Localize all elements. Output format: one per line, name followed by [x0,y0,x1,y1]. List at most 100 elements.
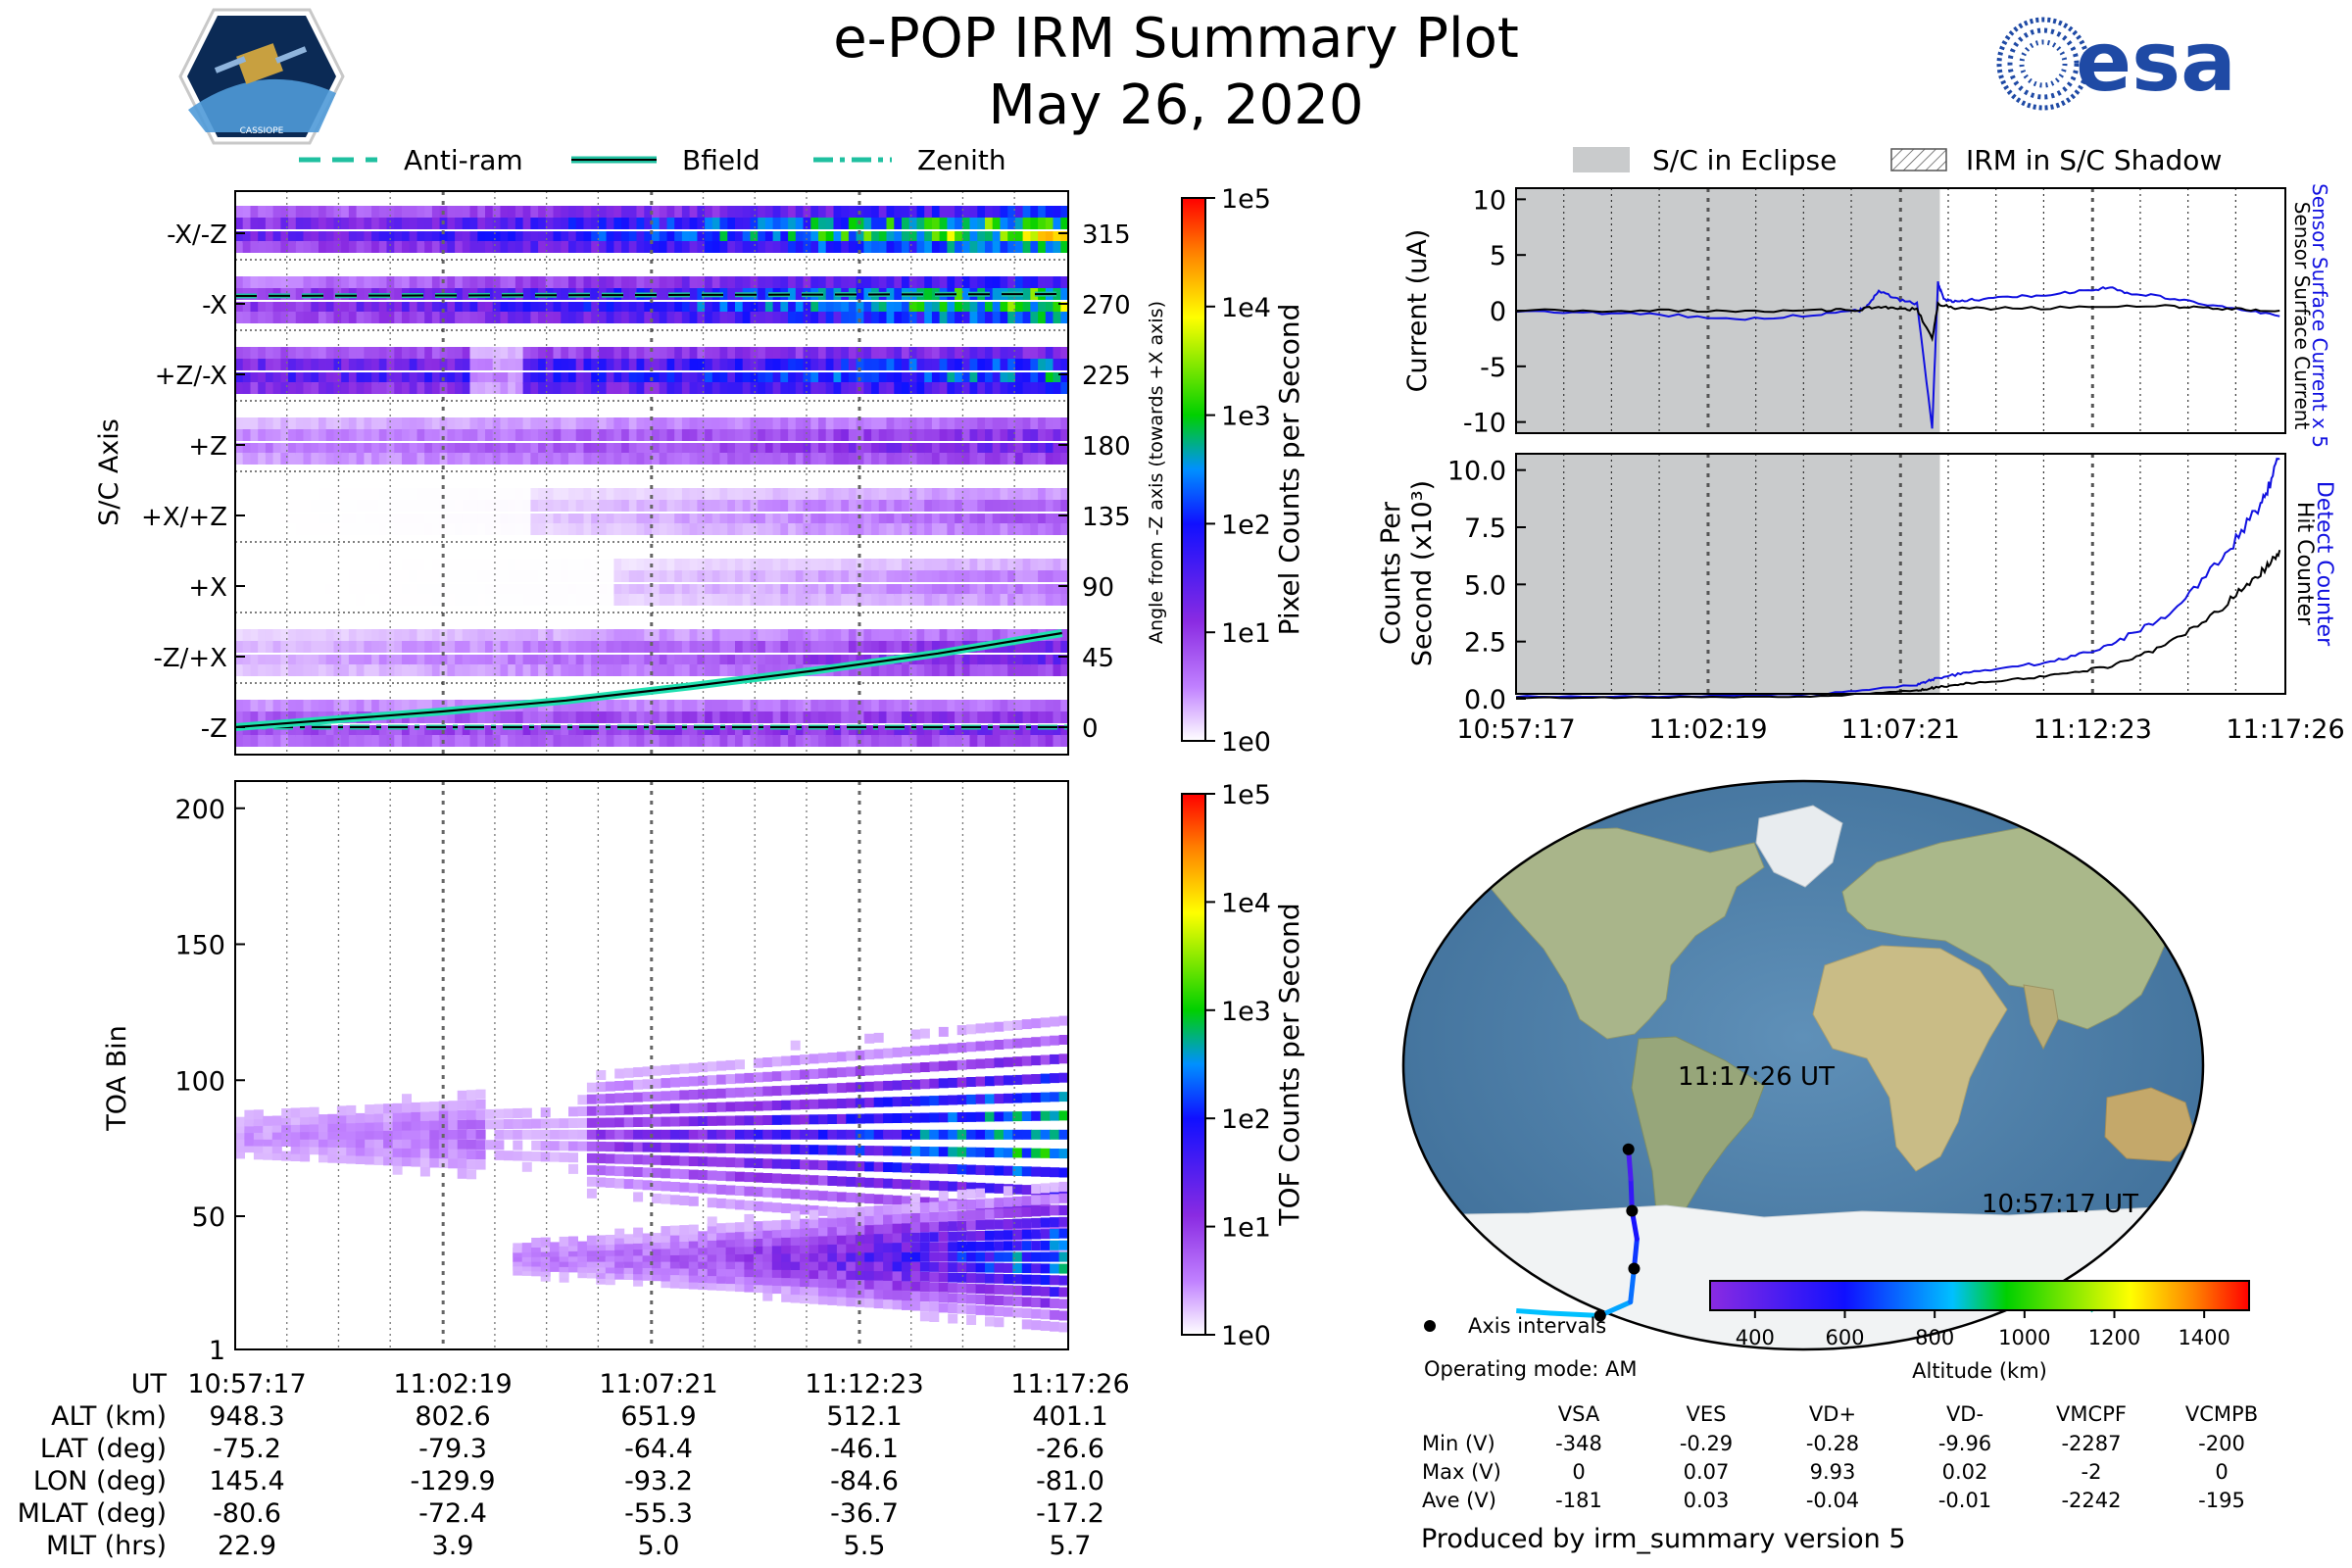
sc-axis-cell [939,711,948,723]
sc-axis-cell [341,302,350,314]
sc-axis-cell [795,700,805,711]
toa-cell [762,1275,773,1286]
sc-axis-cell [871,382,880,394]
sc-axis-cell [568,711,577,723]
toa-cell [1012,1274,1023,1285]
sc-axis-cell [636,725,645,737]
toa-cell [466,1090,477,1101]
sc-axis-cell [356,735,365,747]
toa-cell [781,1085,792,1096]
sc-axis-cell [758,453,766,465]
toa-cell [966,1273,977,1284]
sc-axis-cell [265,514,274,525]
sc-axis-cell [561,514,569,525]
sc-axis-cell [902,500,910,512]
sc-axis-cell [295,655,305,666]
sc-axis-cell [985,735,994,747]
sc-axis-cell [878,382,888,394]
toa-cell [975,1023,986,1034]
sc-axis-cell [469,725,478,737]
sc-axis-cell [250,206,259,218]
sc-axis-cell [514,218,524,229]
toa-cell [402,1138,412,1149]
toa-cell [753,1086,763,1097]
toa-cell [753,1283,763,1294]
sc-axis-cell [795,500,805,512]
sc-axis-cell [863,372,872,384]
sc-axis-cell [462,500,471,512]
sc-axis-cell [561,664,569,676]
sc-axis-cell [325,488,334,500]
sc-axis-cell [492,241,501,253]
sc-axis-cell [1022,276,1031,288]
toa-cell [253,1116,264,1127]
sc-axis-cell [522,218,531,229]
sc-axis-cell [863,241,872,253]
sc-axis-cell [431,559,441,570]
sc-axis-cell [1014,594,1024,606]
sc-axis-cell [378,514,388,525]
sc-axis-cell [841,276,850,288]
sc-axis-cell [848,241,858,253]
sc-axis-cell [288,523,297,535]
sc-axis-cell [280,359,289,370]
toa-cell [938,1163,949,1174]
toa-cell [873,1261,884,1272]
sc-axis-cell [242,700,251,711]
sc-axis-cell [750,664,759,676]
sc-axis-cell [356,523,365,535]
toa-cell [605,1165,615,1176]
toa-cell [679,1265,690,1276]
sc-axis-cell [955,241,963,253]
sc-axis-cell [394,641,403,653]
sc-axis-cell [750,206,759,218]
sc-axis-cell [583,735,592,747]
sc-axis-cell [795,288,805,300]
sc-axis-cell [788,206,797,218]
toa-cell [864,1270,875,1281]
toa-cell [1003,1056,1013,1067]
toa-cell [929,1261,940,1272]
sc-axis-cell [575,664,584,676]
sc-axis-cell [841,570,850,582]
sc-axis-cell [485,725,494,737]
sc-axis-cell [598,594,608,606]
toa-cell [577,1251,588,1262]
toa-cell [902,1047,911,1057]
sc-axis-cell [955,443,963,455]
sc-axis-cell [871,514,880,525]
sc-axis-cell [235,359,244,370]
sc-axis-cell [409,514,417,525]
sc-axis-cell [348,523,358,535]
toa-cell [873,1064,884,1075]
sc-axis-cell [371,735,380,747]
toa-cell [1003,1129,1013,1140]
toa-cell [336,1105,347,1116]
sc-axis-cell [280,629,289,641]
sc-axis-cell [856,302,864,314]
sc-axis-cell [758,584,766,596]
sc-axis-cell [780,641,789,653]
toa-cell [707,1245,717,1255]
sc-axis-cell [735,443,744,455]
sc-axis-cell [961,218,971,229]
sc-axis-cell [371,218,380,229]
toa-cell [244,1123,255,1134]
toa-cell [466,1169,477,1180]
toa-cell [956,1200,967,1210]
sc-axis-cell [500,382,509,394]
sc-axis-cell [288,559,297,570]
sc-axis-cell [659,711,667,723]
sc-axis-cell [371,206,380,218]
sc-axis-cell [424,276,433,288]
sc-axis-cell [719,641,728,653]
sc-axis-cell [591,417,600,429]
sc-axis-cell [636,347,645,359]
toa-cell [466,1139,477,1150]
sc-axis-cell [575,429,584,441]
sc-axis-cell [250,443,259,455]
sc-axis-cell [606,417,614,429]
toa-cell [762,1173,773,1183]
toa-cell [800,1244,810,1254]
sc-axis-cell [613,629,622,641]
